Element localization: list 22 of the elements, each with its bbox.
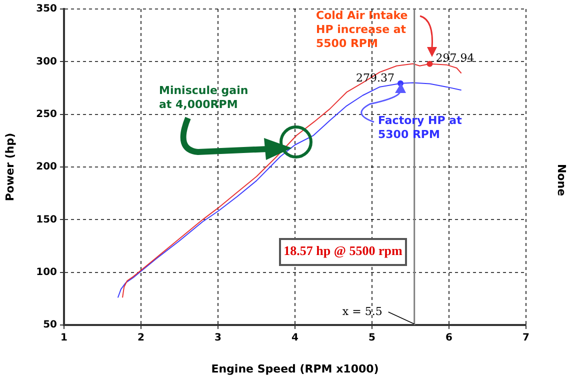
y-tick-label: 100 [36,266,58,278]
y-tick-label: 200 [36,162,58,173]
annotation: 18.57 hp @ 5500 rpm [279,238,407,266]
x-tick-label: 3 [214,332,222,344]
annotation: Cold Air Intake HP increase at 5500 RPM [316,9,409,51]
ref-line-label: x = 5.5 [342,304,382,318]
y-tick-label: 50 [43,320,58,331]
x-tick-label: 4 [292,332,299,344]
x-tick-label: 6 [446,332,453,344]
y-tick-label: 350 [36,4,58,15]
x-tick-label: 2 [138,332,145,344]
y-axis-title: Power (hp) [3,132,16,202]
x-tick-label: 1 [60,332,68,344]
y-tick-label: 150 [36,214,58,226]
x-tick-label: 5 [368,332,376,344]
x-axis-title: Engine Speed (RPM x1000) [211,362,379,376]
y-tick-label: 300 [36,56,58,68]
x-tick-label: 7 [522,332,530,344]
annotation: Miniscule gain at 4,000RPM [159,84,250,112]
y-tick-label: 250 [36,108,58,120]
annotation: 297.94 [436,52,474,65]
y2-axis-title: None [555,164,568,196]
